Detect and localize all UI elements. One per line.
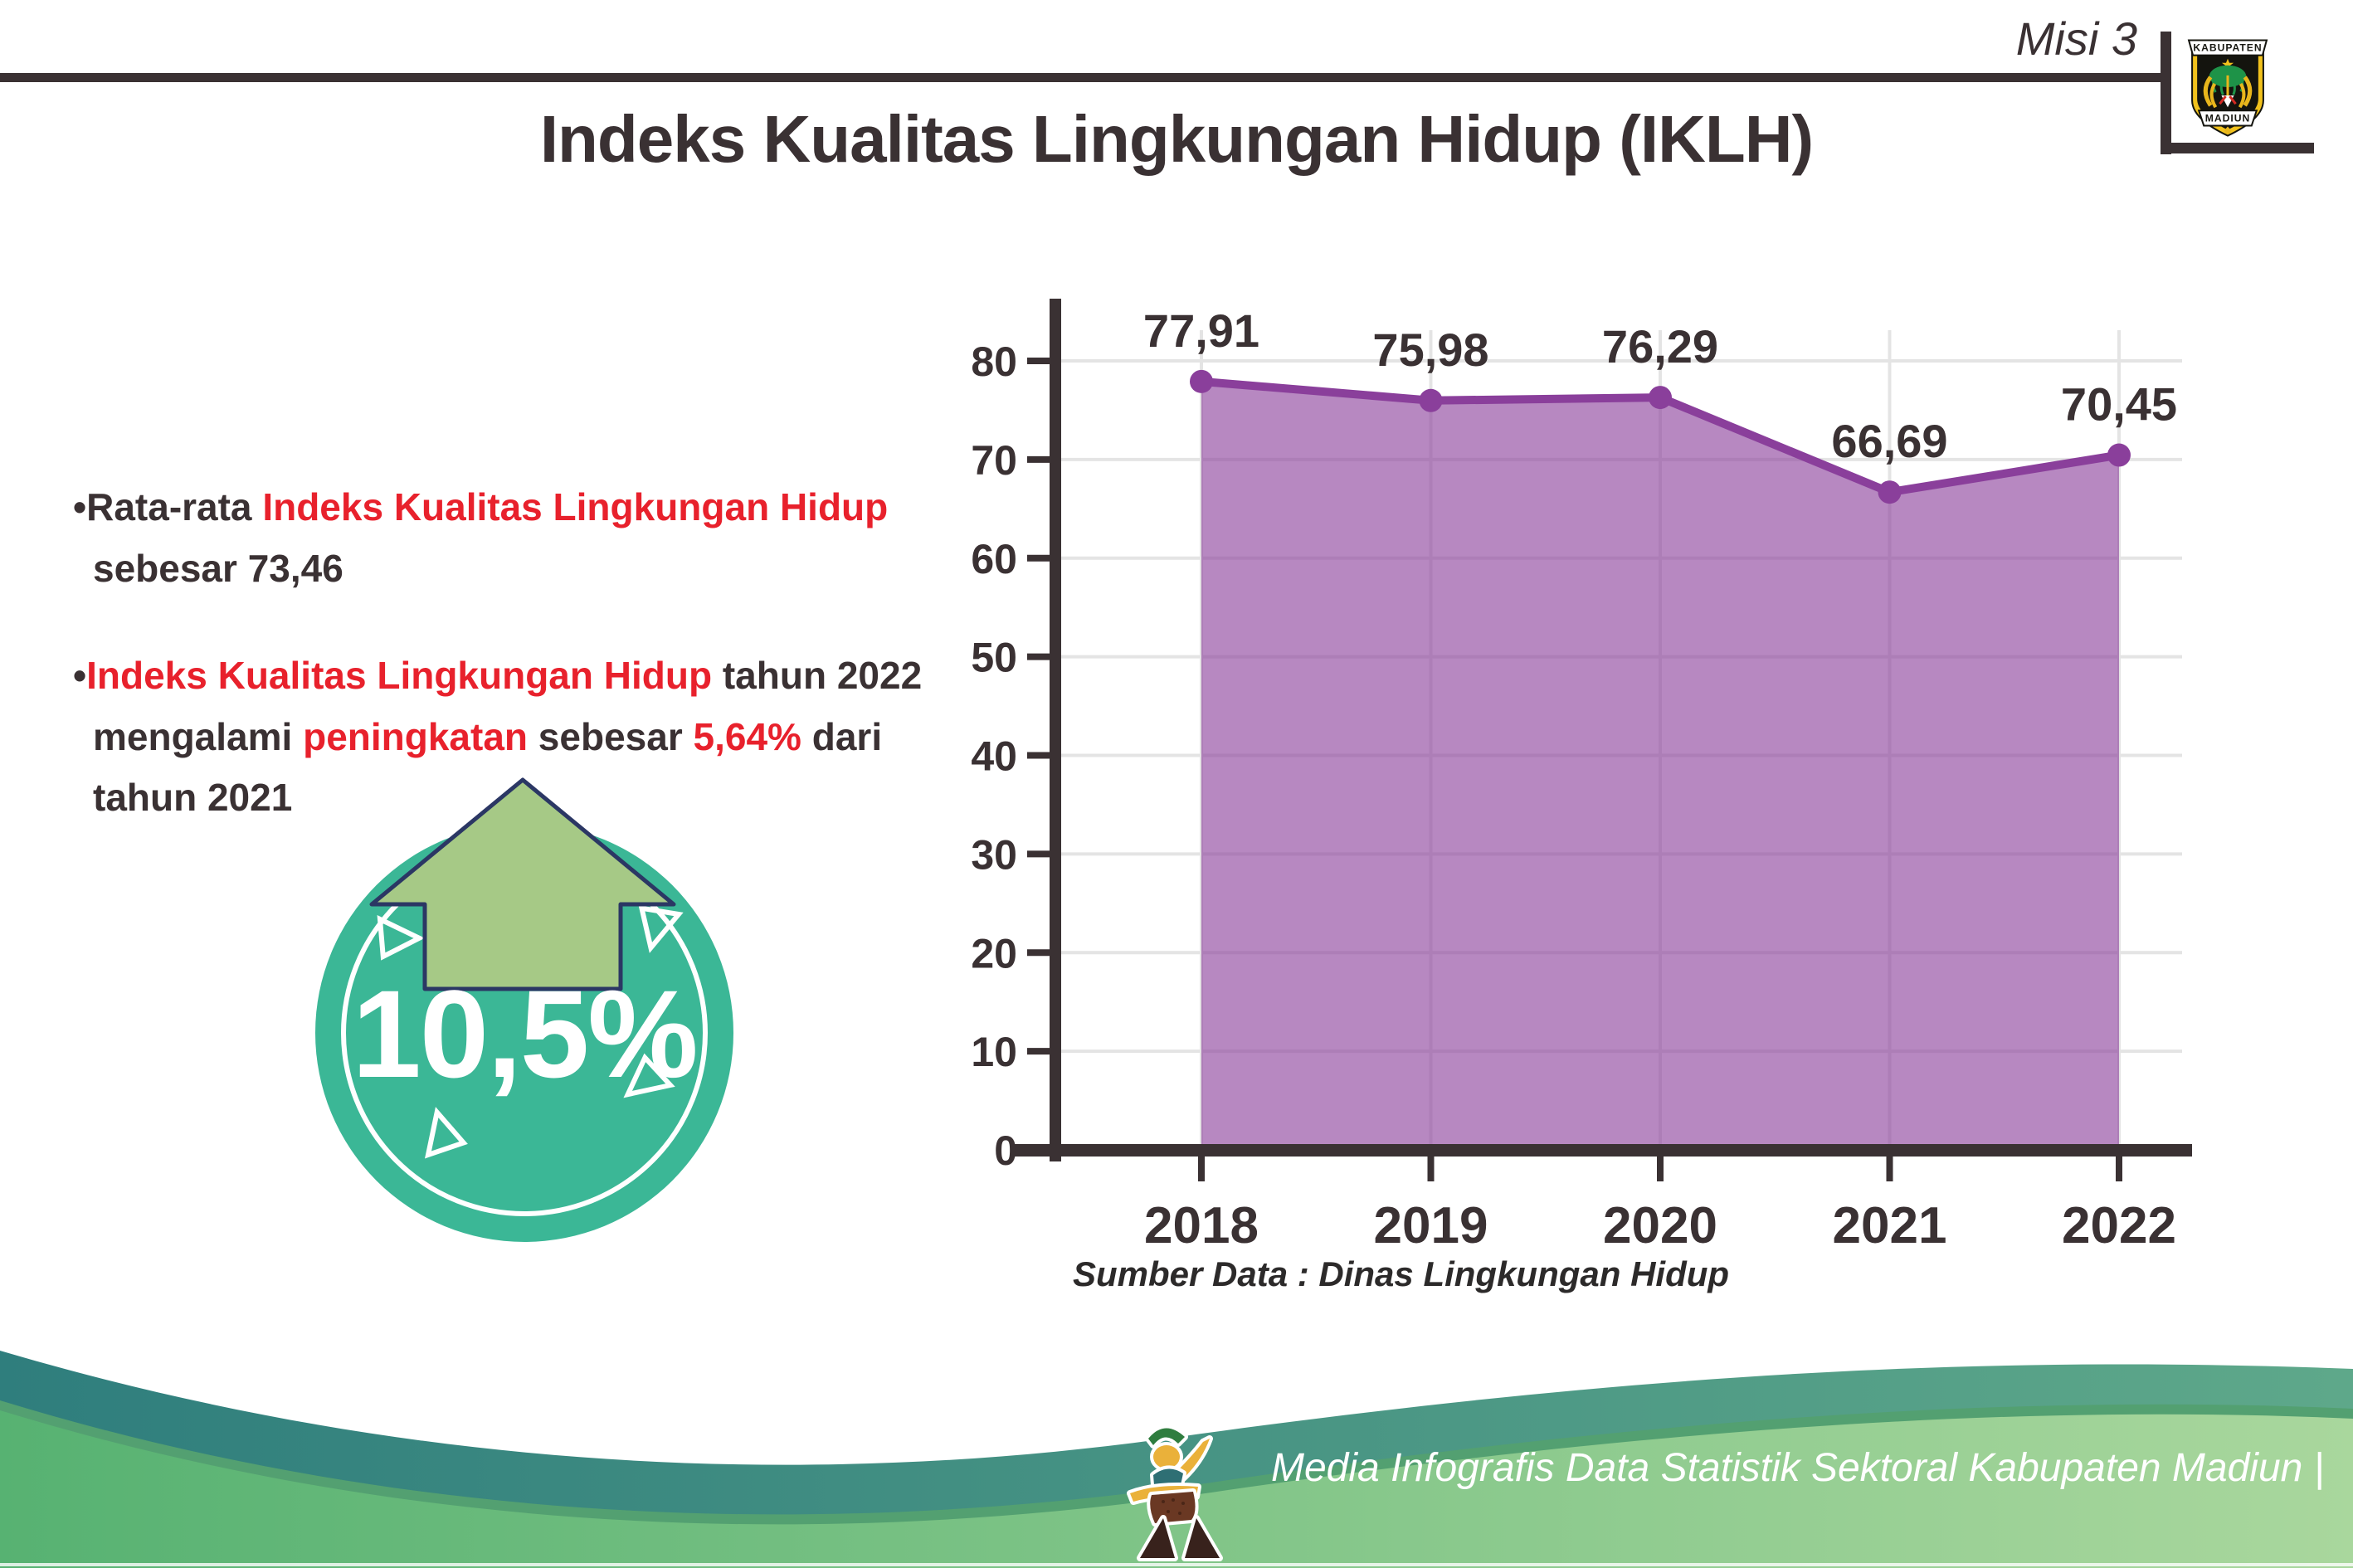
chart-labels: 0 10 20 30 40 50 60 70 80 2018 2019 2020 2021 2022 77,… (971, 304, 2177, 1254)
badge-triangle-ne (638, 905, 684, 953)
data-label: 66,69 (1831, 415, 1947, 467)
bullet2-red-text2: peningkatan (303, 714, 529, 758)
y-tick-label: 40 (971, 733, 1017, 780)
logo-red-accents (2219, 95, 2237, 105)
logo-tree-trunk (2226, 75, 2229, 101)
chart-series (1190, 369, 2131, 1151)
data-label: 77,91 (1143, 304, 1259, 357)
x-tick-label: 2018 (1144, 1197, 1259, 1254)
y-tick-label: 30 (971, 831, 1017, 878)
footer-caption: Media Infografis Data Statistik Sektoral… (1271, 1446, 2325, 1490)
x-axis (1011, 1144, 2192, 1157)
bullet1-red-text: Indeks Kualitas Lingkungan Hidup (262, 485, 889, 528)
data-point (1190, 369, 1213, 393)
up-arrow-icon (369, 777, 676, 991)
y-tick-label: 70 (971, 437, 1017, 484)
data-label: 70,45 (2061, 378, 2177, 431)
dancer-mascot-icon (1127, 1424, 1223, 1561)
bullet-average-iklh: •Rata-rata Indeks Kualitas Lingkungan Hi… (73, 477, 969, 599)
header-rule (0, 73, 2163, 82)
x-tick-label: 2022 (2062, 1197, 2176, 1254)
bullet2-dark-text4: dari (801, 714, 883, 758)
y-tick-label: 80 (971, 338, 1017, 385)
kabupaten-madiun-logo: KABUPATEN MADIUN (2187, 39, 2268, 137)
footer-wave-green (0, 1410, 2353, 1568)
area-fill (1201, 381, 2119, 1151)
bullet-increase-2022: •Indeks Kualitas Lingkungan Hidup tahun … (73, 645, 969, 829)
y-tick-label: 10 (971, 1029, 1017, 1075)
mascot-leg-right (1181, 1515, 1223, 1561)
logo-bottom-ribbon (2197, 110, 2258, 127)
data-point (1878, 480, 1902, 504)
chart-axes (1011, 299, 2192, 1181)
growth-badge: 10,5% (315, 777, 733, 1242)
y-tick-label: 0 (994, 1127, 1017, 1174)
data-point (2107, 443, 2131, 467)
bottom-edge-line (0, 1563, 2353, 1566)
logo-wing-right-inner (2238, 82, 2246, 109)
logo-frame-horizontal (2161, 143, 2314, 153)
y-tick-label: 20 (971, 930, 1017, 976)
mascot-sarong-pattern (1162, 1498, 1185, 1515)
y-tick-label: 50 (971, 635, 1017, 681)
bullet2-line3: tahun 2021 (93, 776, 293, 820)
bullet2-line1: •Indeks Kualitas Lingkungan Hidup tahun … (73, 645, 969, 707)
badge-value: 10,5% (352, 964, 696, 1103)
logo-frame-vertical (2161, 32, 2171, 154)
misi-label: Misi 3 (2015, 12, 2137, 65)
badge-triangle-se (623, 1053, 675, 1098)
bullet2-line2: mengalami peningkatan sebesar 5,64% dari (73, 707, 969, 768)
bullet1-dark-text: Rata-rata (86, 485, 263, 528)
bullet2-dark-text3: sebesar (528, 714, 694, 758)
bullet2-red-text1: Indeks Kualitas Lingkungan Hidup (86, 654, 713, 698)
mascot-face (1150, 1442, 1183, 1472)
logo-top-ribbon (2187, 39, 2268, 56)
y-tick-label: 60 (971, 536, 1017, 582)
mascot-leg-left (1137, 1515, 1178, 1561)
data-point (1649, 386, 1672, 410)
logo-bottom-gem (2224, 126, 2232, 135)
bullet2-dark-text1: tahun 2022 (712, 654, 923, 698)
bullet2-dark-text2: mengalami (93, 714, 304, 758)
bullet-marker: • (73, 654, 87, 698)
badge-circle (315, 824, 733, 1242)
bullet1-line1: •Rata-rata Indeks Kualitas Lingkungan Hi… (73, 477, 969, 538)
logo-bottom-text: MADIUN (2205, 112, 2251, 124)
mascot-sarong (1147, 1488, 1199, 1527)
data-label: 76,29 (1602, 320, 1718, 373)
x-tick-label: 2021 (1833, 1197, 1947, 1254)
bullet2-red-text3: 5,64% (693, 714, 801, 758)
mascot-cap (1145, 1424, 1188, 1449)
bullet-marker: • (73, 485, 87, 528)
logo-top-text: KABUPATEN (2193, 42, 2262, 54)
y-axis (1050, 299, 1061, 1161)
iklh-area-chart: 0 10 20 30 40 50 60 70 80 2018 2019 2020 2021 2022 77,… (971, 299, 2192, 1254)
logo-wing-left-inner (2209, 82, 2218, 109)
source-note: Sumber Data : Dinas Lingkungan Hidup (1073, 1254, 1730, 1293)
key-findings: •Rata-rata Indeks Kualitas Lingkungan Hi… (73, 477, 969, 829)
logo-wing-right (2243, 75, 2253, 107)
data-label: 75,98 (1372, 324, 1488, 376)
x-tick-label: 2020 (1603, 1197, 1717, 1254)
logo-wing-left (2203, 75, 2213, 107)
badge-triangle-sw (424, 1107, 468, 1159)
badge-triangles (377, 905, 684, 1159)
badge-triangle-nw (377, 915, 426, 961)
bullet1-line2: sebesar 73,46 (93, 546, 343, 590)
x-tick-label: 2019 (1374, 1197, 1488, 1254)
page-title: Indeks Kualitas Lingkungan Hidup (IKLH) (539, 102, 1814, 176)
data-point (1419, 388, 1443, 412)
